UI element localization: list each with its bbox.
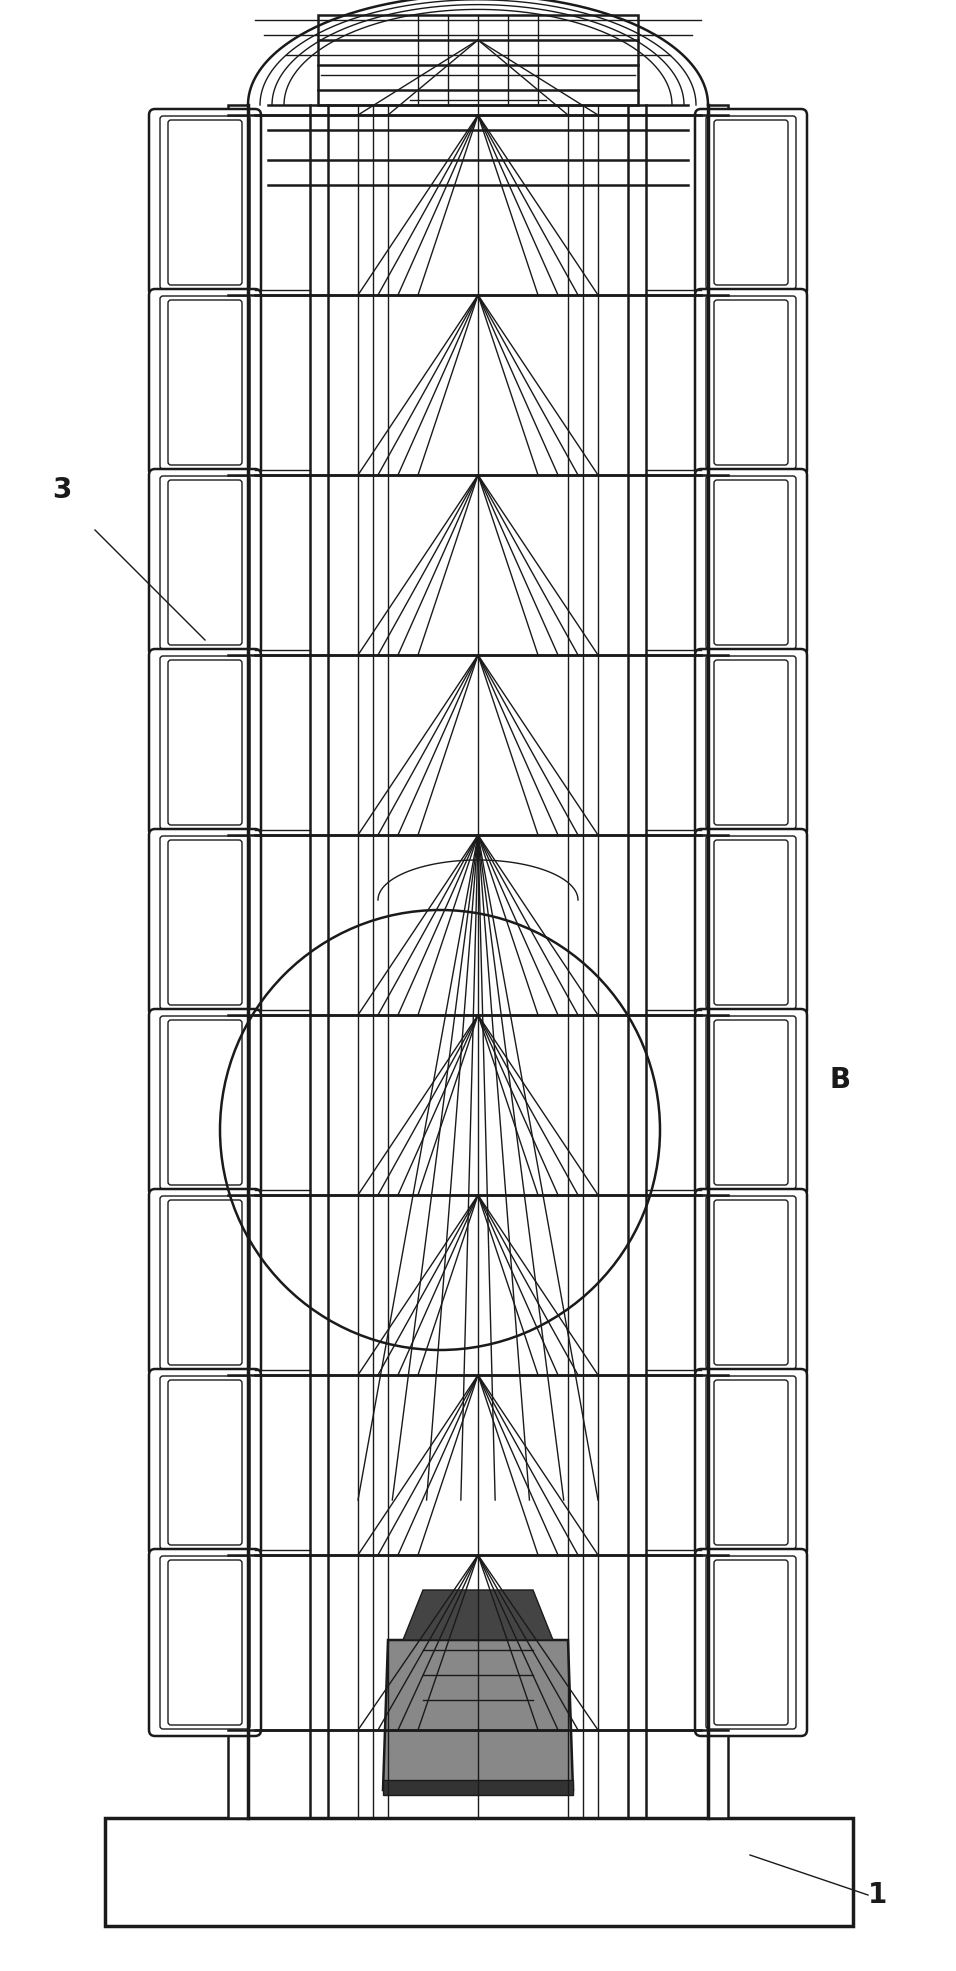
FancyBboxPatch shape	[695, 290, 807, 477]
Bar	[228, 104, 248, 1817]
FancyBboxPatch shape	[149, 1009, 261, 1196]
FancyBboxPatch shape	[149, 1189, 261, 1376]
Polygon shape	[403, 1591, 553, 1640]
FancyBboxPatch shape	[149, 469, 261, 656]
FancyBboxPatch shape	[149, 648, 261, 836]
Text: 1: 1	[868, 1880, 887, 1910]
Bar	[318, 16, 638, 104]
FancyBboxPatch shape	[695, 1549, 807, 1736]
FancyBboxPatch shape	[695, 469, 807, 656]
FancyBboxPatch shape	[695, 648, 807, 836]
FancyBboxPatch shape	[149, 830, 261, 1015]
FancyBboxPatch shape	[149, 1370, 261, 1555]
FancyBboxPatch shape	[695, 1189, 807, 1376]
FancyBboxPatch shape	[695, 1370, 807, 1555]
Bar	[105, 1817, 853, 1926]
FancyBboxPatch shape	[149, 290, 261, 477]
FancyBboxPatch shape	[695, 1009, 807, 1196]
Text: 3: 3	[53, 477, 72, 505]
FancyBboxPatch shape	[149, 1549, 261, 1736]
Bar	[708, 104, 728, 1817]
Polygon shape	[383, 1640, 573, 1790]
Bar	[383, 1780, 573, 1796]
FancyBboxPatch shape	[695, 830, 807, 1015]
Text: B: B	[830, 1066, 851, 1094]
FancyBboxPatch shape	[149, 108, 261, 296]
FancyBboxPatch shape	[695, 108, 807, 296]
